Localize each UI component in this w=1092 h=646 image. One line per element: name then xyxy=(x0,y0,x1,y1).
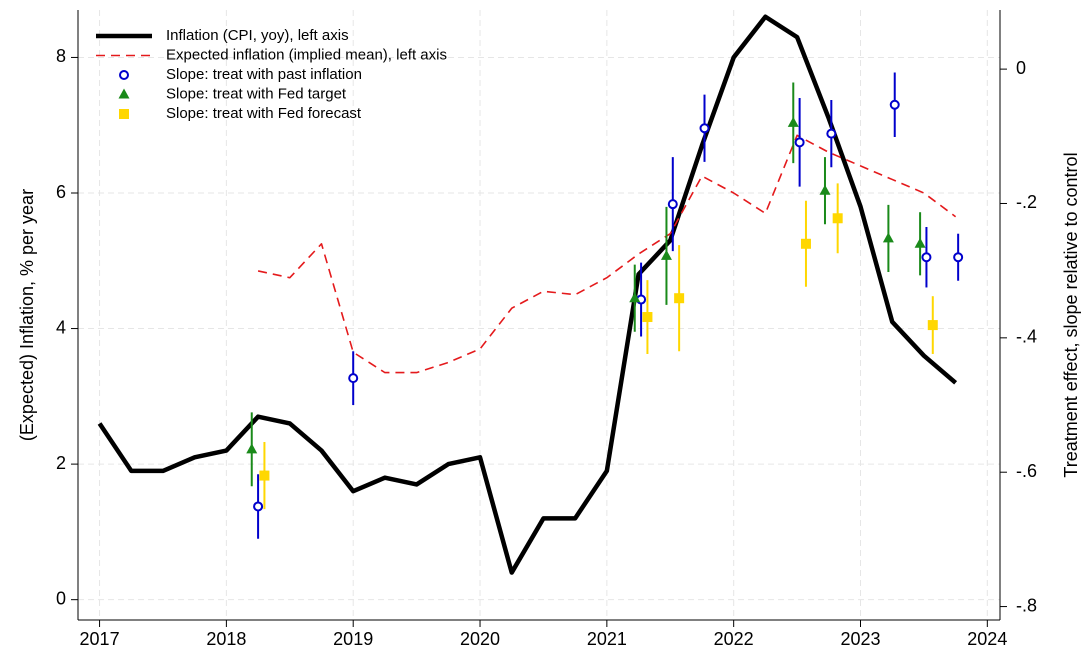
y-tick-label: 8 xyxy=(56,46,66,66)
point xyxy=(787,116,799,127)
y-tick-label: 2 xyxy=(56,453,66,473)
point xyxy=(667,199,678,210)
y2-tick-label: -.2 xyxy=(1016,192,1037,212)
point xyxy=(660,249,672,260)
x-tick-label: 2022 xyxy=(714,629,754,646)
point xyxy=(800,238,811,249)
series-line xyxy=(97,14,958,575)
point xyxy=(699,123,710,134)
legend-label: Slope: treat with Fed target xyxy=(166,85,347,102)
y2-tick-label: -.4 xyxy=(1016,327,1037,347)
point xyxy=(889,99,900,110)
legend-swatch xyxy=(118,88,130,99)
point xyxy=(882,232,894,243)
point xyxy=(642,312,653,323)
x-tick-label: 2019 xyxy=(333,629,373,646)
point xyxy=(927,320,938,331)
point xyxy=(832,213,843,224)
x-tick-label: 2023 xyxy=(840,629,880,646)
y2-tick-label: 0 xyxy=(1016,58,1026,78)
x-tick-label: 2017 xyxy=(80,629,120,646)
legend-swatch xyxy=(119,70,129,80)
y2-tick-label: -.8 xyxy=(1016,595,1037,615)
y-axis-label: (Expected) Inflation, % per year xyxy=(17,189,37,441)
point xyxy=(253,501,264,512)
legend-swatch xyxy=(119,109,129,119)
point xyxy=(819,184,831,195)
x-tick-label: 2021 xyxy=(587,629,627,646)
legend-label: Slope: treat with past inflation xyxy=(166,66,362,83)
point xyxy=(259,470,270,481)
y-tick-label: 6 xyxy=(56,182,66,202)
point xyxy=(953,252,964,263)
legend-label: Inflation (CPI, yoy), left axis xyxy=(166,27,349,44)
x-tick-label: 2020 xyxy=(460,629,500,646)
legend-label: Slope: treat with Fed forecast xyxy=(166,105,362,122)
point xyxy=(348,373,359,384)
y-tick-label: 4 xyxy=(56,317,66,337)
x-tick-label: 2018 xyxy=(206,629,246,646)
y2-tick-label: -.6 xyxy=(1016,461,1037,481)
y2-axis-label: Treatment effect, slope relative to cont… xyxy=(1061,152,1081,477)
point xyxy=(921,252,932,263)
legend-label: Expected inflation (implied mean), left … xyxy=(166,46,447,63)
x-tick-label: 2024 xyxy=(967,629,1007,646)
point xyxy=(629,292,641,303)
series-line xyxy=(257,134,957,374)
point xyxy=(674,293,685,304)
y-tick-label: 0 xyxy=(56,588,66,608)
point xyxy=(794,137,805,148)
point xyxy=(246,443,258,454)
point xyxy=(826,128,837,139)
legend: Inflation (CPI, yoy), left axis Expected … xyxy=(96,27,447,122)
point xyxy=(914,237,926,248)
